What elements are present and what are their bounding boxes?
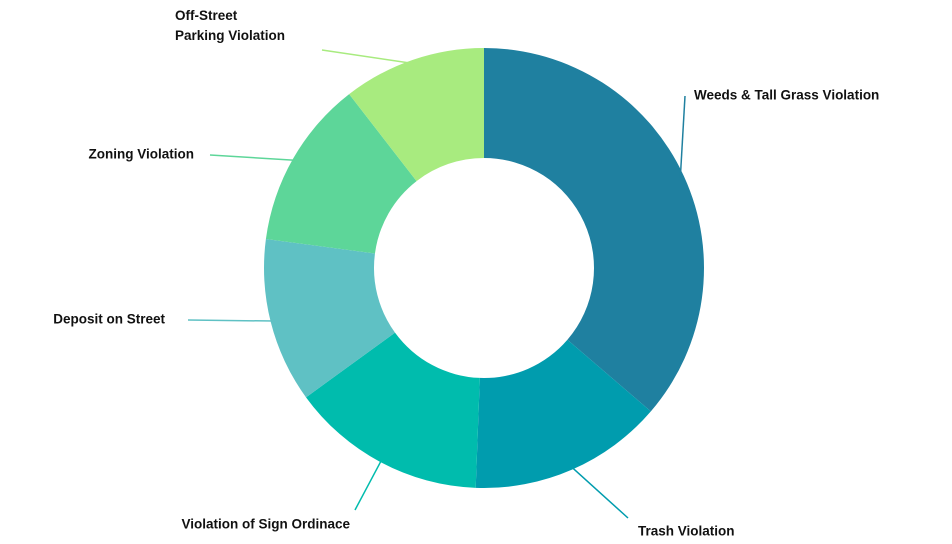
donut-slice <box>264 239 396 398</box>
leader-line <box>321 49 415 65</box>
donut-slice <box>306 332 480 488</box>
leader-line <box>354 458 383 511</box>
leader-line <box>187 319 275 322</box>
donut-slice <box>475 339 651 488</box>
slice-label: Zoning Violation <box>89 147 195 162</box>
donut-slice <box>349 48 484 182</box>
slice-label: Trash Violation <box>638 524 735 539</box>
leader-line <box>209 154 297 162</box>
slice-label: Violation of Sign Ordinace <box>181 517 350 532</box>
donut-slice <box>265 94 417 254</box>
label-line: Off-Street <box>175 8 238 23</box>
slice-label: Deposit on Street <box>53 312 165 327</box>
donut-slice <box>484 48 704 412</box>
slice-label: Weeds & Tall Grass Violation <box>694 88 879 103</box>
slice-label: Off-Street Parking Violation <box>175 8 285 43</box>
label-line: Parking Violation <box>175 28 285 43</box>
leader-line <box>569 465 629 519</box>
leader-line <box>679 95 686 178</box>
